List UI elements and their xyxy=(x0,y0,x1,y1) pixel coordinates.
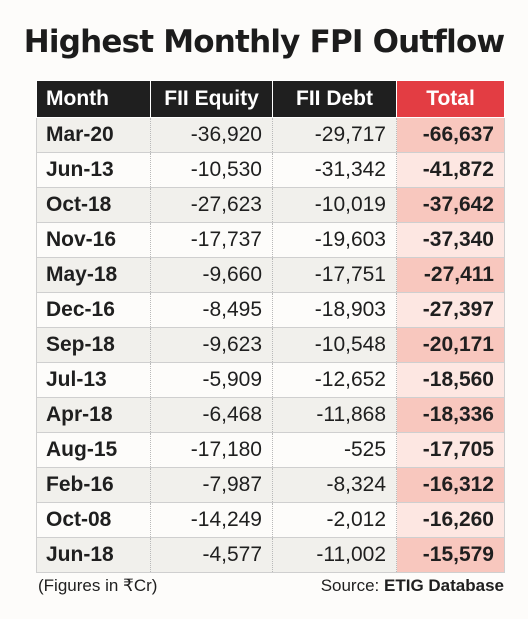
total-cell: -20,171 xyxy=(396,327,505,363)
fii-debt-cell: -31,342 xyxy=(272,152,397,188)
month-cell: Jun-13 xyxy=(36,152,151,188)
table-row: Jun-13 -10,530 -31,342 -41,872 xyxy=(36,152,505,188)
source-label: Source: xyxy=(320,576,384,595)
source-name: ETIG Database xyxy=(384,576,504,595)
fii-equity-cell: -17,180 xyxy=(150,432,273,468)
table-header-row: Month FII Equity FII Debt Total xyxy=(36,80,505,118)
fii-debt-cell: -29,717 xyxy=(272,117,397,153)
table-row: Mar-20 -36,920 -29,717 -66,637 xyxy=(36,117,505,153)
month-cell: Dec-16 xyxy=(36,292,151,328)
figures-note: (Figures in ₹Cr) xyxy=(38,576,158,595)
fpi-outflow-table: Month FII Equity FII Debt Total Mar-20 -3… xyxy=(36,80,505,573)
table-row: Oct-18 -27,623 -10,019 -37,642 xyxy=(36,187,505,223)
total-cell: -18,336 xyxy=(396,397,505,433)
fii-debt-cell: -18,903 xyxy=(272,292,397,328)
fii-debt-cell: -11,002 xyxy=(272,537,397,573)
total-cell: -41,872 xyxy=(396,152,505,188)
fii-equity-cell: -9,660 xyxy=(150,257,273,293)
table-body: Mar-20 -36,920 -29,717 -66,637 Jun-13 -10,530… xyxy=(36,117,505,573)
table-row: May-18 -9,660 -17,751 -27,411 xyxy=(36,257,505,293)
total-cell: -37,340 xyxy=(396,222,505,258)
column-header-total: Total xyxy=(396,80,505,118)
fii-debt-cell: -10,548 xyxy=(272,327,397,363)
table-row: Jul-13 -5,909 -12,652 -18,560 xyxy=(36,362,505,398)
fii-equity-cell: -8,495 xyxy=(150,292,273,328)
fii-debt-cell: -10,019 xyxy=(272,187,397,223)
month-cell: Nov-16 xyxy=(36,222,151,258)
total-cell: -15,579 xyxy=(396,537,505,573)
table-row: Apr-18 -6,468 -11,868 -18,336 xyxy=(36,397,505,433)
total-cell: -27,397 xyxy=(396,292,505,328)
column-header-fii-equity: FII Equity xyxy=(150,80,273,118)
fii-debt-cell: -11,868 xyxy=(272,397,397,433)
fii-equity-cell: -17,737 xyxy=(150,222,273,258)
fii-equity-cell: -4,577 xyxy=(150,537,273,573)
fii-debt-cell: -8,324 xyxy=(272,467,397,503)
column-header-fii-debt: FII Debt xyxy=(272,80,397,118)
month-cell: Apr-18 xyxy=(36,397,151,433)
table-row: Jun-18 -4,577 -11,002 -15,579 xyxy=(36,537,505,573)
month-cell: Jul-13 xyxy=(36,362,151,398)
total-cell: -18,560 xyxy=(396,362,505,398)
table-row: Oct-08 -14,249 -2,012 -16,260 xyxy=(36,502,505,538)
column-header-month: Month xyxy=(36,80,151,118)
table-row: Aug-15 -17,180 -525 -17,705 xyxy=(36,432,505,468)
fii-equity-cell: -27,623 xyxy=(150,187,273,223)
month-cell: Oct-18 xyxy=(36,187,151,223)
total-cell: -37,642 xyxy=(396,187,505,223)
fii-equity-cell: -6,468 xyxy=(150,397,273,433)
source-credit: Source: ETIG Database xyxy=(321,576,504,596)
fii-equity-cell: -5,909 xyxy=(150,362,273,398)
month-cell: May-18 xyxy=(36,257,151,293)
month-cell: Jun-18 xyxy=(36,537,151,573)
total-cell: -66,637 xyxy=(396,117,505,153)
total-cell: -17,705 xyxy=(396,432,505,468)
fii-debt-cell: -2,012 xyxy=(272,502,397,538)
fii-equity-cell: -36,920 xyxy=(150,117,273,153)
total-cell: -16,312 xyxy=(396,467,505,503)
fii-equity-cell: -14,249 xyxy=(150,502,273,538)
fii-equity-cell: -7,987 xyxy=(150,467,273,503)
month-cell: Mar-20 xyxy=(36,117,151,153)
page-title: Highest Monthly FPI Outflow xyxy=(23,24,505,60)
month-cell: Sep-18 xyxy=(36,327,151,363)
month-cell: Aug-15 xyxy=(36,432,151,468)
table-row: Feb-16 -7,987 -8,324 -16,312 xyxy=(36,467,505,503)
fii-equity-cell: -9,623 xyxy=(150,327,273,363)
month-cell: Oct-08 xyxy=(36,502,151,538)
table-row: Sep-18 -9,623 -10,548 -20,171 xyxy=(36,327,505,363)
fii-debt-cell: -12,652 xyxy=(272,362,397,398)
table-row: Dec-16 -8,495 -18,903 -27,397 xyxy=(36,292,505,328)
fii-debt-cell: -525 xyxy=(272,432,397,468)
fii-debt-cell: -19,603 xyxy=(272,222,397,258)
fii-debt-cell: -17,751 xyxy=(272,257,397,293)
total-cell: -16,260 xyxy=(396,502,505,538)
month-cell: Feb-16 xyxy=(36,467,151,503)
fii-equity-cell: -10,530 xyxy=(150,152,273,188)
table-row: Nov-16 -17,737 -19,603 -37,340 xyxy=(36,222,505,258)
total-cell: -27,411 xyxy=(396,257,505,293)
